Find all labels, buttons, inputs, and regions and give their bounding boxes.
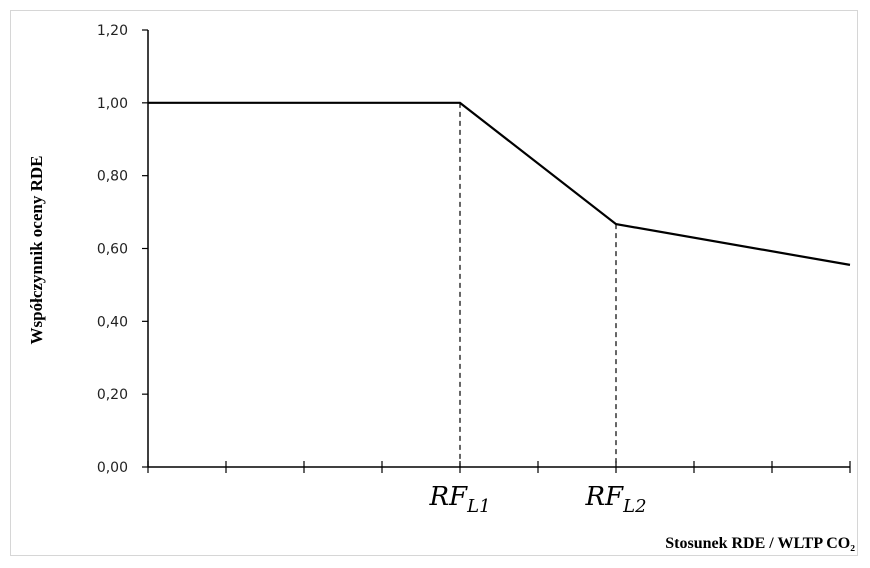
axes — [147, 30, 850, 468]
y-tick-label: 0,80 — [97, 169, 128, 185]
plot-area — [148, 101, 851, 266]
y-tick-label: 0,40 — [97, 314, 128, 330]
y-tick-label: 0,20 — [97, 387, 128, 403]
y-tick-label: 0,00 — [97, 460, 128, 476]
x-axis-label: Stosunek RDE / WLTP CO₂ — [665, 535, 855, 552]
y-tick-label: 1,00 — [97, 96, 128, 112]
marker-guides — [459, 102, 617, 467]
y-axis-ticks: 0,00 0,20 0,40 0,60 0,80 1,00 1,20 — [97, 23, 148, 476]
series-line — [148, 101, 851, 266]
marker-label: RFL2 — [584, 482, 646, 517]
marker-label: RFL1 — [428, 482, 490, 517]
y-axis-label: Współczynnik oceny RDE — [27, 156, 46, 345]
chart-frame — [10, 10, 858, 556]
y-tick-label: 1,20 — [97, 23, 128, 39]
marker-labels: RFL1 RFL2 — [428, 482, 646, 517]
y-tick-label: 0,60 — [97, 242, 128, 258]
